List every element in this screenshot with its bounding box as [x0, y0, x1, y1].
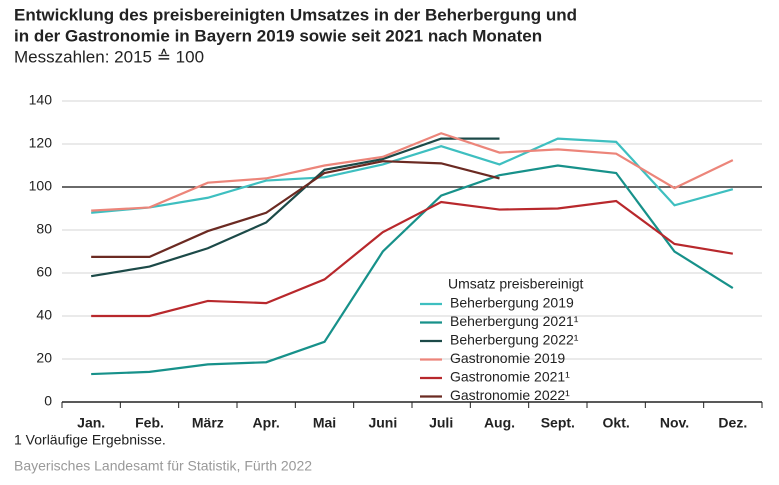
y-tick-label: 0: [44, 393, 52, 409]
series-line: [91, 160, 500, 258]
legend-label: Beherbergung 2022¹: [450, 332, 579, 348]
x-tick-label: Juli: [429, 415, 453, 431]
legend-label: Beherbergung 2019: [450, 295, 574, 311]
legend-title: Umsatz preisbereinigt: [448, 276, 583, 292]
y-tick-label: 140: [29, 92, 53, 108]
series-line: [91, 137, 734, 214]
series-line: [91, 132, 734, 212]
y-tick-label: 100: [29, 178, 53, 194]
series-line: [91, 199, 734, 318]
series-line: [91, 164, 734, 376]
y-tick-label: 20: [36, 350, 52, 366]
x-tick-label: Apr.: [253, 415, 280, 431]
y-tick-label: 60: [36, 264, 52, 280]
x-tick-label: Sept.: [541, 415, 575, 431]
y-tick-label: 80: [36, 221, 52, 237]
footnote: 1 Vorläufige Ergebnisse.: [14, 432, 166, 448]
x-tick-label: Dez.: [718, 415, 747, 431]
source: Bayerisches Landesamt für Statistik, Für…: [14, 458, 312, 474]
y-tick-label: 120: [29, 135, 53, 151]
legend-label: Beherbergung 2021¹: [450, 313, 579, 329]
x-tick-label: Nov.: [660, 415, 689, 431]
chart-title: Entwicklung des preisbereinigten Umsatze…: [14, 5, 577, 24]
x-tick-label: März: [192, 415, 224, 431]
legend-label: Gastronomie 2019: [450, 350, 565, 366]
x-tick-label: Feb.: [135, 415, 164, 431]
series-line: [90, 137, 500, 278]
x-tick-label: Aug.: [484, 415, 515, 431]
x-tick-label: Jan.: [77, 415, 105, 431]
legend-label: Gastronomie 2022¹: [450, 387, 570, 403]
chart-subtitle: Messzahlen: 2015 ≙ 100: [14, 47, 204, 66]
x-tick-label: Juni: [368, 415, 397, 431]
x-tick-label: Mai: [313, 415, 336, 431]
chart-title: in der Gastronomie in Bayern 2019 sowie …: [14, 26, 542, 45]
y-tick-label: 40: [36, 307, 52, 323]
legend-label: Gastronomie 2021¹: [450, 369, 570, 385]
x-tick-label: Okt.: [603, 415, 630, 431]
